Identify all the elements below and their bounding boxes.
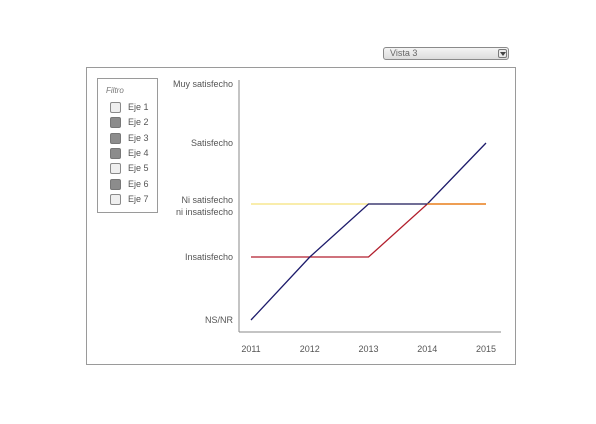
checkbox-unchecked-icon[interactable] — [110, 102, 121, 113]
y-tick-label-line: Ni satisfecho — [181, 195, 233, 205]
y-tick-label: NS/NR — [205, 315, 234, 325]
y-tick-label-line: ni insatisfecho — [176, 207, 233, 217]
filter-title: Filtro — [106, 86, 124, 95]
filter-checkbox-label: Eje 6 — [128, 178, 149, 189]
y-tick-label: Satisfecho — [191, 138, 233, 148]
checkbox-unchecked-icon[interactable] — [110, 193, 121, 205]
chevron-down-icon[interactable] — [498, 49, 507, 58]
filter-checkbox-label: Eje 3 — [128, 132, 149, 143]
filter-checkbox-eje-4[interactable]: Eje 4 — [110, 147, 156, 160]
checkbox-checked-icon[interactable] — [110, 132, 121, 144]
filter-checkbox-label: Eje 5 — [128, 163, 149, 174]
x-tick-label: 2012 — [300, 344, 320, 354]
series-line-3 — [250, 142, 487, 321]
series-line-2 — [251, 203, 486, 258]
filter-checkbox-eje-5[interactable]: Eje 5 — [110, 162, 156, 175]
x-tick-label: 2011 — [241, 344, 260, 354]
checkbox-checked-icon[interactable] — [110, 178, 121, 190]
filter-checkbox-eje-2[interactable]: Eje 2 — [110, 116, 156, 129]
filter-checkbox-eje-3[interactable]: Eje 3 — [110, 132, 156, 145]
filter-checkbox-eje-1[interactable]: Eje 1 — [110, 101, 156, 114]
y-tick-label: Ni satisfecho ni insatisfecho — [176, 195, 233, 217]
y-tick-label-line: Satisfecho — [191, 138, 233, 148]
checkbox-checked-icon[interactable] — [110, 147, 121, 159]
filter-checkbox-eje-7[interactable]: Eje 7 — [110, 193, 156, 206]
y-tick-label-line: NS/NR — [205, 315, 234, 325]
filter-checkbox-label: Eje 1 — [128, 102, 149, 112]
y-tick-label-line: Muy satisfecho — [173, 79, 233, 89]
view-select-value: Vista 3 — [390, 48, 418, 58]
filter-box: Filtro Eje 1 Eje 2 Eje 3 Eje 4 Eje 5 Eje 6 Eje… — [97, 78, 158, 213]
checkbox-unchecked-icon[interactable] — [110, 163, 121, 175]
y-tick-label: Muy satisfecho — [173, 79, 233, 89]
x-tick-label: 2013 — [358, 344, 378, 354]
filter-checkbox-label: Eje 7 — [128, 193, 149, 204]
filter-checkbox-eje-6[interactable]: Eje 6 — [110, 178, 156, 191]
y-tick-label: Insatisfecho — [185, 252, 233, 262]
y-tick-label-line: Insatisfecho — [185, 252, 233, 262]
x-tick-label: 2015 — [476, 344, 496, 354]
view-select[interactable]: Vista 3 — [383, 47, 509, 60]
satisfaction-line-chart: NS/NR Insatisfecho Ni satisfecho ni insatis… — [173, 79, 501, 354]
x-tick-label: 2014 — [417, 344, 437, 354]
chart-panel: Filtro Eje 1 Eje 2 Eje 3 Eje 4 Eje 5 Eje 6 Eje… — [86, 67, 516, 365]
checkbox-checked-icon[interactable] — [110, 117, 121, 129]
filter-checkbox-label: Eje 2 — [128, 117, 149, 128]
filter-checkbox-label: Eje 4 — [128, 147, 149, 158]
